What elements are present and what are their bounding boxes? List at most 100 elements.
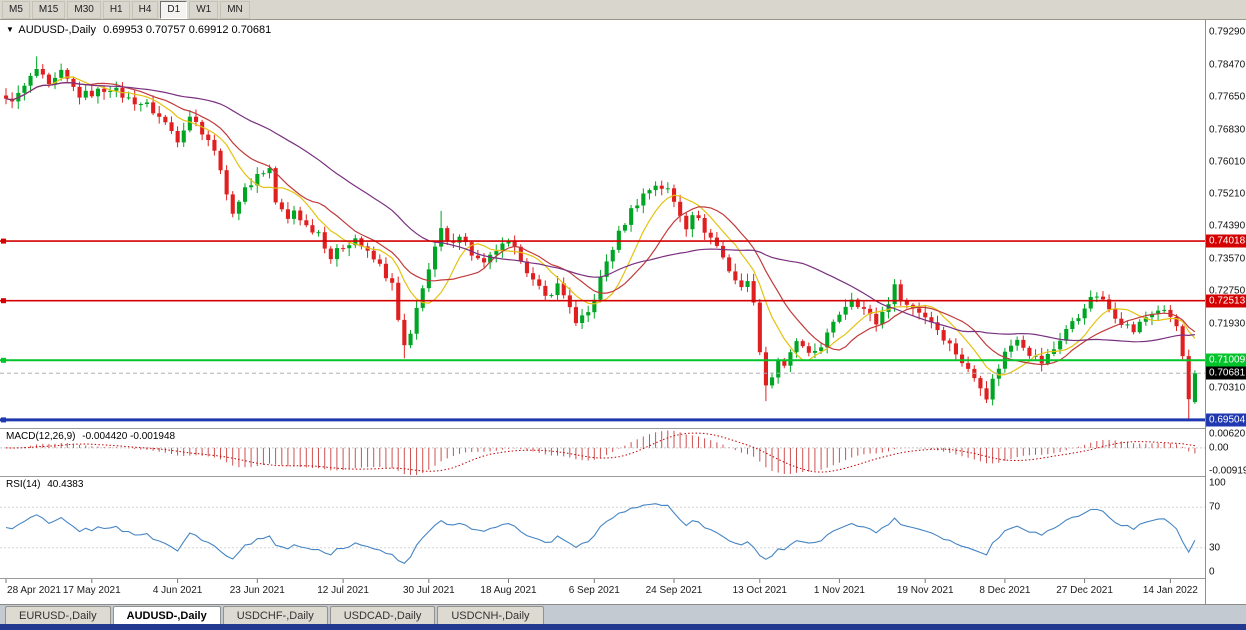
level-price-badge: 0.71009 [1206, 353, 1246, 367]
candle [292, 205, 297, 225]
level-endpoint-marker [1, 417, 6, 423]
candle [616, 225, 621, 253]
level-endpoint-marker [1, 238, 6, 244]
date-axis-label: 19 Nov 2021 [896, 585, 954, 596]
price-axis-label: 0.76010 [1209, 156, 1246, 168]
candle [322, 226, 327, 254]
candle [586, 305, 591, 322]
candle [555, 276, 560, 300]
candle [684, 212, 689, 237]
candle [194, 109, 199, 127]
candle [1009, 339, 1014, 358]
timeframe-button-mn[interactable]: MN [220, 0, 250, 19]
candle [22, 83, 27, 101]
candle [806, 342, 811, 357]
chart-tab-usdchf[interactable]: USDCHF-,Daily [222, 606, 328, 624]
timeframe-button-m30[interactable]: M30 [67, 0, 101, 19]
candle [439, 210, 444, 252]
candle [402, 313, 407, 359]
candle [745, 273, 750, 293]
candle [157, 106, 162, 124]
candle [966, 356, 971, 373]
date-axis-label: 6 Sep 2021 [568, 585, 620, 596]
chart-canvas[interactable] [0, 20, 1205, 604]
candle [243, 183, 248, 205]
candle [843, 299, 848, 320]
timeframe-button-h4[interactable]: H4 [131, 0, 159, 19]
candle [433, 242, 438, 278]
candle [531, 267, 536, 286]
candle [543, 280, 548, 301]
candle [874, 307, 879, 332]
level-price-badge: 0.69504 [1206, 413, 1246, 427]
candle [984, 381, 989, 403]
timeframe-button-m5[interactable]: M5 [2, 0, 30, 19]
candle [310, 219, 315, 235]
chart-symbol-label: AUDUSD-,Daily [18, 24, 96, 36]
date-axis: 28 Apr 2021 17 May 2021 4 Jun 2021 23 Jun 2… [0, 583, 1205, 601]
candle [861, 301, 866, 315]
chart-tab-eurusd[interactable]: EURUSD-,Daily [5, 606, 111, 624]
rsi-axis-label: 70 [1209, 501, 1221, 513]
price-axis-label: 0.77650 [1209, 91, 1246, 103]
candle [610, 246, 615, 269]
status-strip [0, 624, 1246, 630]
price-axis-label: 0.76830 [1209, 124, 1246, 136]
candle [132, 90, 137, 111]
candle [151, 95, 156, 116]
timeframe-button-h1[interactable]: H1 [102, 0, 130, 19]
candle [1192, 370, 1197, 404]
candle [138, 102, 143, 112]
date-axis-label: 12 Jul 2021 [317, 585, 369, 596]
candle [255, 167, 260, 193]
timeframe-button-m15[interactable]: M15 [31, 0, 66, 19]
candle [1174, 314, 1179, 331]
candle [230, 191, 235, 218]
macd-name: MACD(12,26,9) [6, 431, 76, 442]
chart-tab-usdcnh[interactable]: USDCNH-,Daily [437, 606, 544, 624]
candle [334, 244, 339, 267]
candle [65, 68, 70, 83]
candle [757, 299, 762, 356]
candle [377, 254, 382, 267]
candle [163, 114, 168, 125]
chart-tab-usdcad[interactable]: USDCAD-,Daily [329, 606, 436, 624]
price-axis-label: 0.75210 [1209, 188, 1246, 200]
price-axis-label: 0.73570 [1209, 253, 1246, 265]
candle [690, 211, 695, 238]
candle [592, 294, 597, 319]
date-axis-label: 14 Jan 2022 [1142, 585, 1198, 596]
candle [708, 229, 713, 245]
macd-axis-label: 0.00620 [1209, 428, 1246, 440]
timeframe-button-d1[interactable]: D1 [160, 0, 188, 19]
candle [34, 56, 39, 78]
candle [1064, 325, 1069, 345]
candle [898, 279, 903, 306]
candle [917, 302, 922, 320]
rsi-value: 40.4383 [47, 479, 84, 490]
moving-average-line [5, 81, 1195, 343]
date-axis-label: 27 Dec 2021 [1056, 585, 1113, 596]
level-endpoint-marker [1, 298, 6, 304]
candle [426, 263, 431, 292]
candle [408, 330, 413, 349]
rsi-axis-label: 100 [1209, 477, 1226, 489]
candle [475, 250, 480, 260]
candle [304, 214, 309, 228]
chart-tab-bar: EURUSD-,Daily AUDUSD-,Daily USDCHF-,Daily U… [0, 604, 1246, 624]
chart-tab-audusd[interactable]: AUDUSD-,Daily [112, 606, 221, 624]
candle [77, 81, 82, 105]
candle [1051, 341, 1056, 357]
candle [396, 276, 401, 322]
timeframe-button-w1[interactable]: W1 [189, 0, 219, 19]
date-axis-label: 13 Oct 2021 [732, 585, 787, 596]
date-axis-label: 4 Jun 2021 [152, 585, 203, 596]
candle [261, 170, 266, 177]
candle [53, 72, 58, 90]
candle [573, 300, 578, 326]
macd-values: -0.004420 -0.001948 [82, 431, 176, 442]
date-axis-label: 23 Jun 2021 [229, 585, 285, 596]
candle [739, 273, 744, 291]
chart-dropdown-icon[interactable]: ▼ [6, 25, 14, 34]
candle [524, 258, 529, 277]
